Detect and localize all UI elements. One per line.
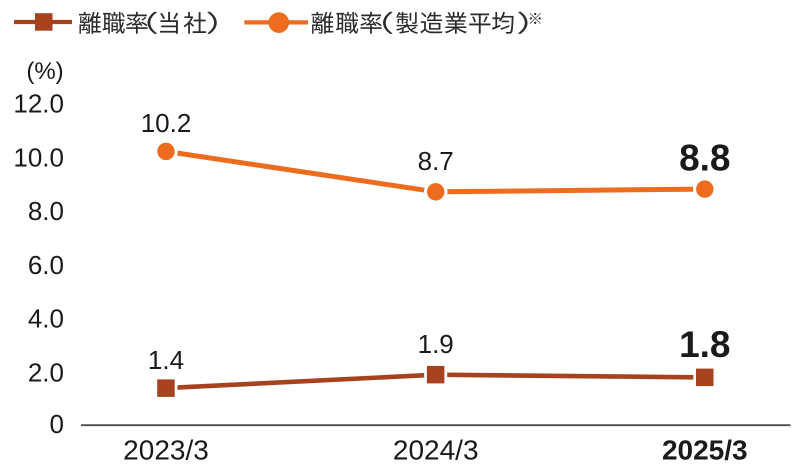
svg-text:0: 0: [50, 409, 64, 439]
svg-text:6.0: 6.0: [28, 250, 64, 280]
svg-text:8.0: 8.0: [28, 196, 64, 226]
svg-text:1.9: 1.9: [418, 329, 454, 359]
svg-text:2024/3: 2024/3: [393, 435, 479, 466]
svg-text:1.4: 1.4: [148, 345, 184, 375]
svg-text:1.8: 1.8: [679, 324, 730, 365]
svg-text:4.0: 4.0: [28, 304, 64, 334]
svg-text:2025/3: 2025/3: [662, 435, 748, 466]
svg-text:2.0: 2.0: [28, 358, 64, 388]
svg-text:8.7: 8.7: [418, 146, 454, 176]
svg-text:2023/3: 2023/3: [123, 435, 209, 466]
svg-text:8.8: 8.8: [679, 138, 730, 179]
svg-text:(%): (%): [26, 58, 63, 85]
svg-text:10.2: 10.2: [141, 108, 192, 138]
svg-text:10.0: 10.0: [13, 142, 64, 172]
svg-text:12.0: 12.0: [13, 89, 64, 119]
